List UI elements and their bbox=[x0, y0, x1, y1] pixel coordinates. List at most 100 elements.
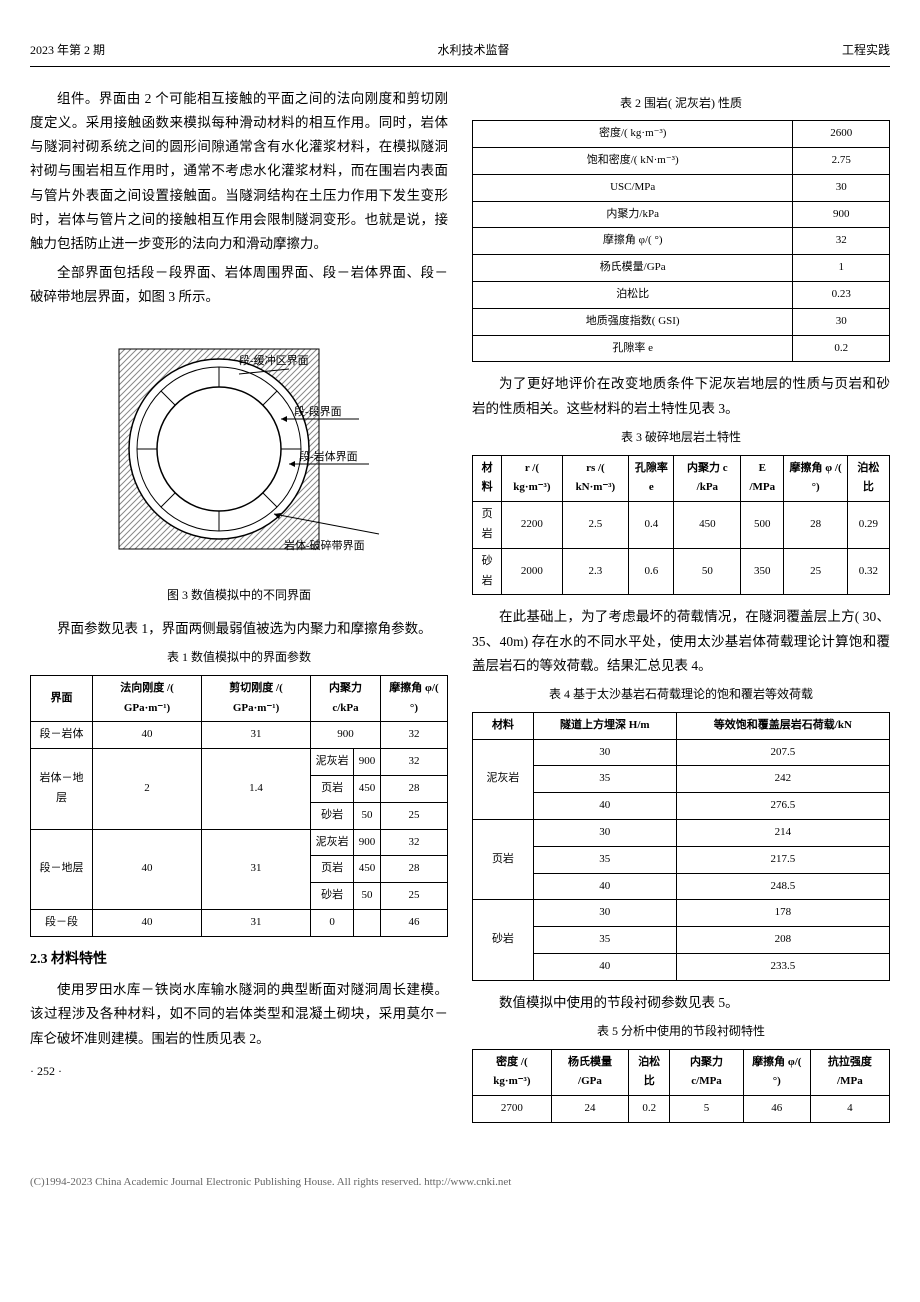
table-5-caption: 表 5 分析中使用的节段衬砌特性 bbox=[472, 1021, 890, 1043]
td: 32 bbox=[380, 722, 447, 749]
th: 摩擦角 φ /( °) bbox=[784, 455, 848, 502]
td: 214 bbox=[676, 820, 889, 847]
td: 页岩 bbox=[311, 856, 354, 883]
td: 段－地层 bbox=[31, 829, 93, 909]
td: 28 bbox=[380, 856, 447, 883]
td: 页岩 bbox=[473, 502, 502, 549]
td: 900 bbox=[311, 722, 381, 749]
th: 摩擦角 φ/( °) bbox=[743, 1049, 810, 1096]
td: 4 bbox=[810, 1096, 889, 1123]
td: 32 bbox=[380, 829, 447, 856]
td: 25 bbox=[784, 548, 848, 595]
td: 2 bbox=[93, 749, 202, 829]
td: 40 bbox=[533, 873, 676, 900]
th: 界面 bbox=[31, 675, 93, 722]
td: 2000 bbox=[502, 548, 562, 595]
th: 摩擦角 φ/( °) bbox=[380, 675, 447, 722]
th: 材料 bbox=[473, 455, 502, 502]
td: 233.5 bbox=[676, 953, 889, 980]
td: 密度/( kg·m⁻³) bbox=[473, 121, 793, 148]
footer-copyright: (C)1994-2023 China Academic Journal Elec… bbox=[30, 1173, 890, 1193]
td: 0.4 bbox=[629, 502, 674, 549]
figure-3-svg: 段-缓冲区界面 段-段界面 段-岩体界面 岩体-破碎带界面 bbox=[89, 319, 389, 579]
td: 31 bbox=[202, 722, 311, 749]
td: 1 bbox=[793, 255, 890, 282]
td: 50 bbox=[354, 883, 381, 910]
td: 25 bbox=[380, 802, 447, 829]
td: 2700 bbox=[473, 1096, 552, 1123]
header-right: 工程实践 bbox=[842, 40, 890, 62]
td: 30 bbox=[533, 820, 676, 847]
th: 等效饱和覆盖层岩石荷载/kN bbox=[676, 712, 889, 739]
td: 0.23 bbox=[793, 281, 890, 308]
table-1-caption: 表 1 数值模拟中的界面参数 bbox=[30, 647, 448, 669]
fig-label: 段-岩体界面 bbox=[299, 449, 358, 463]
table-4: 材料隧道上方埋深 H/m等效饱和覆盖层岩石荷载/kN泥灰岩30207.53524… bbox=[472, 712, 890, 981]
td: 31 bbox=[202, 909, 311, 936]
td: 25 bbox=[380, 883, 447, 910]
paragraph: 全部界面包括段－段界面、岩体周围界面、段－岩体界面、段－破碎带地层界面，如图 3… bbox=[30, 261, 448, 310]
td: 208 bbox=[676, 927, 889, 954]
td: 饱和密度/( kN·m⁻³) bbox=[473, 147, 793, 174]
left-column: 组件。界面由 2 个可能相互接触的平面之间的法向刚度和剪切刚度定义。采用接触函数… bbox=[30, 87, 448, 1133]
fig-label: 段-缓冲区界面 bbox=[239, 353, 309, 367]
td: 0.29 bbox=[847, 502, 889, 549]
td: 2600 bbox=[793, 121, 890, 148]
td: 207.5 bbox=[676, 739, 889, 766]
paragraph: 为了更好地评价在改变地质条件下泥灰岩地层的性质与页岩和砂岩的性质相关。这些材料的… bbox=[472, 372, 890, 421]
td: 30 bbox=[793, 308, 890, 335]
th: 密度 /( kg·m⁻³) bbox=[473, 1049, 552, 1096]
td: 248.5 bbox=[676, 873, 889, 900]
figure-3: 段-缓冲区界面 段-段界面 段-岩体界面 岩体-破碎带界面 图 3 数值模拟中的… bbox=[30, 319, 448, 607]
td: 0.6 bbox=[629, 548, 674, 595]
td: 450 bbox=[354, 775, 381, 802]
td: 砂岩 bbox=[311, 802, 354, 829]
th: 隧道上方埋深 H/m bbox=[533, 712, 676, 739]
td: 28 bbox=[784, 502, 848, 549]
table-5: 密度 /( kg·m⁻³)杨氏模量 /GPa泊松比内聚力 c/MPa摩擦角 φ/… bbox=[472, 1049, 890, 1123]
td bbox=[354, 909, 381, 936]
paragraph: 在此基础上，为了考虑最坏的荷载情况，在隧洞覆盖层上方( 30、35、40m) 存… bbox=[472, 605, 890, 678]
td: 30 bbox=[533, 900, 676, 927]
paragraph: 数值模拟中使用的节段衬砌参数见表 5。 bbox=[472, 991, 890, 1015]
td: 50 bbox=[354, 802, 381, 829]
th: 内聚力 c/MPa bbox=[670, 1049, 744, 1096]
td: 40 bbox=[93, 722, 202, 749]
paragraph: 界面参数见表 1，界面两侧最弱值被选为内聚力和摩擦角参数。 bbox=[30, 617, 448, 641]
td: USC/MPa bbox=[473, 174, 793, 201]
td: 摩擦角 φ/( °) bbox=[473, 228, 793, 255]
td: 32 bbox=[380, 749, 447, 776]
td: 地质强度指数( GSI) bbox=[473, 308, 793, 335]
th: rs /( kN·m⁻³) bbox=[562, 455, 629, 502]
page-header: 2023 年第 2 期 水利技术监督 工程实践 bbox=[30, 40, 890, 67]
td: 32 bbox=[793, 228, 890, 255]
td: 24 bbox=[551, 1096, 628, 1123]
td: 500 bbox=[741, 502, 784, 549]
td: 泥灰岩 bbox=[473, 739, 534, 819]
td: 2200 bbox=[502, 502, 562, 549]
table-3: 材料r /( kg·m⁻³)rs /( kN·m⁻³)孔隙率 e内聚力 c /k… bbox=[472, 455, 890, 596]
table-2: 密度/( kg·m⁻³)2600饱和密度/( kN·m⁻³)2.75USC/MP… bbox=[472, 120, 890, 362]
th: 内聚力 c /kPa bbox=[674, 455, 741, 502]
td: 2.5 bbox=[562, 502, 629, 549]
td: 35 bbox=[533, 927, 676, 954]
paragraph: 组件。界面由 2 个可能相互接触的平面之间的法向刚度和剪切刚度定义。采用接触函数… bbox=[30, 87, 448, 257]
td: 内聚力/kPa bbox=[473, 201, 793, 228]
td: 0.32 bbox=[847, 548, 889, 595]
fig-label: 岩体-破碎带界面 bbox=[284, 538, 365, 552]
td: 砂岩 bbox=[473, 900, 534, 980]
td: 0.2 bbox=[793, 335, 890, 362]
th: 泊松 比 bbox=[847, 455, 889, 502]
td: 泊松比 bbox=[473, 281, 793, 308]
td: 40 bbox=[533, 793, 676, 820]
td: 450 bbox=[354, 856, 381, 883]
td: 泥灰岩 bbox=[311, 749, 354, 776]
td: 页岩 bbox=[311, 775, 354, 802]
td: 40 bbox=[93, 909, 202, 936]
header-left: 2023 年第 2 期 bbox=[30, 40, 105, 62]
td: 泥灰岩 bbox=[311, 829, 354, 856]
fig-label: 段-段界面 bbox=[294, 404, 342, 418]
td: 1.4 bbox=[202, 749, 311, 829]
th: r /( kg·m⁻³) bbox=[502, 455, 562, 502]
td: 900 bbox=[793, 201, 890, 228]
